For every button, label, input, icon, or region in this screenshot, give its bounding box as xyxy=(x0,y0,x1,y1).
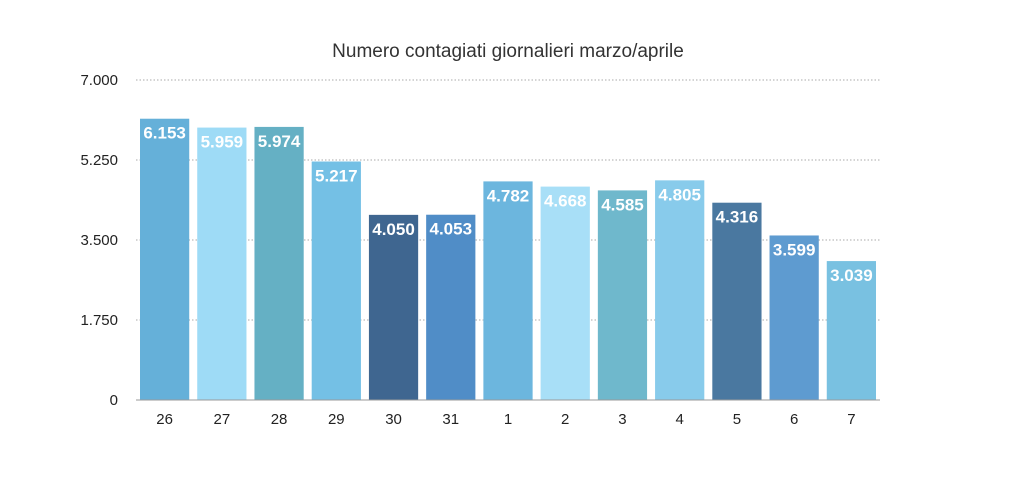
bar-6 xyxy=(769,235,819,400)
bar-30 xyxy=(368,214,419,400)
x-tick-label-1: 1 xyxy=(504,411,512,428)
data-label-6: 3.599 xyxy=(773,240,816,259)
y-axis-ticks: 0 1.750 3.500 5.250 7.000 xyxy=(80,72,118,409)
x-tick-label-29: 29 xyxy=(328,411,345,428)
y-tick-label: 1.750 xyxy=(80,312,118,329)
x-tick-label-26: 26 xyxy=(156,411,173,428)
x-tick-label-3: 3 xyxy=(618,411,626,428)
chart-title: Numero contagiati giornalieri marzo/apri… xyxy=(332,41,684,62)
bar-5 xyxy=(712,202,762,400)
x-tick-label-4: 4 xyxy=(676,411,684,428)
x-tick-label-28: 28 xyxy=(271,411,288,428)
data-label-5: 4.316 xyxy=(716,208,759,227)
data-labels: 6.153 5.959 5.974 5.217 4.050 4.053 4.782 4.668… xyxy=(143,124,872,285)
y-tick-label: 3.500 xyxy=(80,232,118,249)
bar-2 xyxy=(540,186,590,400)
data-label-28: 5.974 xyxy=(258,132,301,151)
x-tick-label-31: 31 xyxy=(442,411,459,428)
bar-3 xyxy=(597,190,648,400)
bar-31 xyxy=(426,214,476,400)
bar-27 xyxy=(197,127,247,401)
bar-28 xyxy=(254,126,304,400)
data-label-29: 5.217 xyxy=(315,167,358,186)
x-tick-label-6: 6 xyxy=(790,411,798,428)
data-label-7: 3.039 xyxy=(830,266,873,285)
x-axis-ticks: 26 27 28 29 30 31 1 2 3 4 5 6 7 xyxy=(156,411,855,428)
y-tick-label: 0 xyxy=(110,392,118,409)
bar-4 xyxy=(655,180,705,400)
bar-7 xyxy=(826,261,876,400)
x-tick-label-7: 7 xyxy=(847,411,855,428)
x-tick-label-5: 5 xyxy=(733,411,741,428)
y-tick-label: 7.000 xyxy=(80,72,118,89)
bar-29 xyxy=(311,161,361,400)
y-tick-label: 5.250 xyxy=(80,152,118,169)
data-label-30: 4.050 xyxy=(372,220,415,239)
x-tick-label-27: 27 xyxy=(214,411,231,428)
data-label-27: 5.959 xyxy=(201,133,244,152)
data-label-2: 4.668 xyxy=(544,192,587,211)
data-label-26: 6.153 xyxy=(143,124,186,143)
data-label-31: 4.053 xyxy=(429,220,472,239)
bars xyxy=(140,118,876,401)
data-label-3: 4.585 xyxy=(601,195,644,214)
bar-26 xyxy=(140,118,190,400)
data-label-4: 4.805 xyxy=(658,185,701,204)
x-tick-label-30: 30 xyxy=(385,411,402,428)
bar-1 xyxy=(483,181,533,400)
x-tick-label-2: 2 xyxy=(561,411,569,428)
data-label-1: 4.782 xyxy=(487,186,530,205)
